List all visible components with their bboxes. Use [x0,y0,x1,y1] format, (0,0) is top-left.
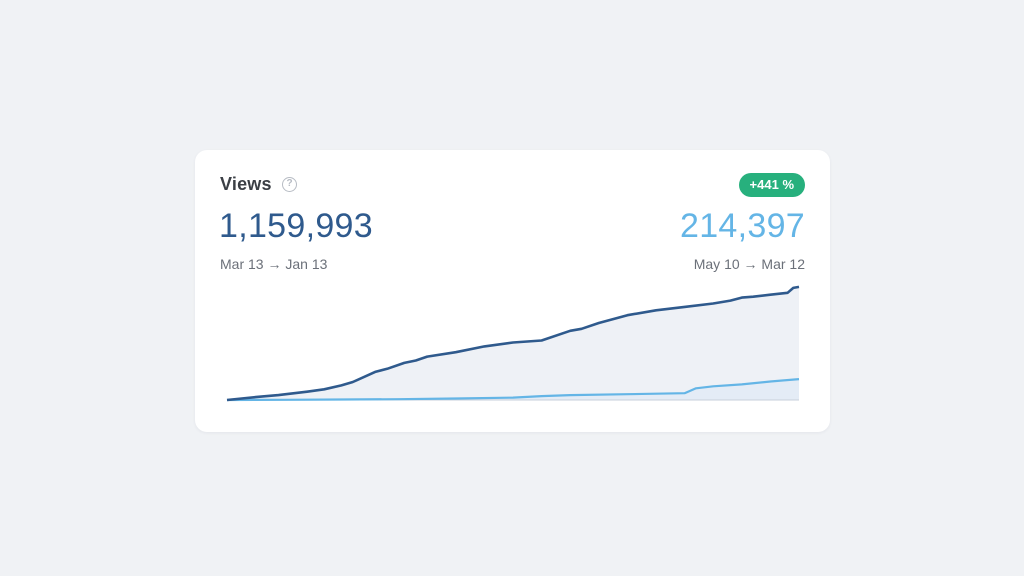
current-period-line [226,285,800,402]
help-icon[interactable]: ? [282,177,297,192]
previous-views-value: 214,397 [679,207,805,245]
total-views-value: 1,159,993 [219,207,373,245]
total-date-range: Mar 13 → Jan 13 [220,256,328,272]
previous-period-line [226,378,800,402]
change-badge: +441 % [738,173,805,197]
previous-date-range: May 10 → Mar 12 [693,256,805,272]
views-chart [226,285,800,402]
views-card: Views ? +441 % 1,159,993 Mar 13 → Jan 13… [195,150,830,432]
card-title: Views [220,174,272,194]
